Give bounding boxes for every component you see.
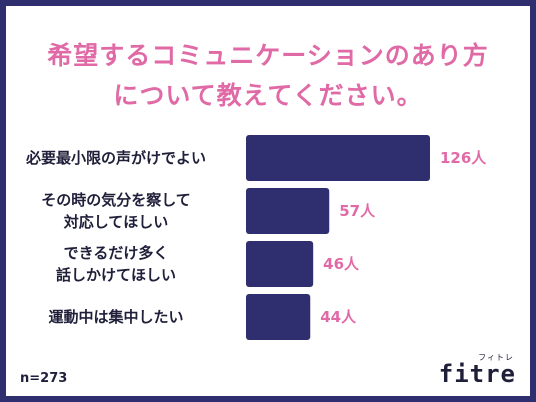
category-label-2-line-2: 対応してほしい: [63, 213, 169, 231]
chart-title-line-1: 希望するコミュニケーションのあり方: [47, 41, 489, 70]
bar-4: [246, 294, 311, 340]
category-label-3-line-1: できるだけ多く: [64, 244, 169, 262]
category-label-4-line-1: 運動中は集中したい: [48, 308, 183, 326]
fitre-logo: フィトレ fitre: [438, 353, 520, 388]
value-label-3: 46人: [323, 255, 360, 273]
logo-katakana: フィトレ: [478, 353, 514, 362]
category-label-2-line-1: その時の気分を察して: [41, 191, 191, 209]
value-label-4: 44人: [320, 308, 357, 326]
category-label-3-line-2: 話しかけてほしい: [56, 266, 176, 284]
category-label-1-line-1: 必要最小限の声がけでよい: [25, 149, 206, 167]
bar-3: [246, 241, 314, 287]
value-label-2: 57人: [339, 202, 376, 220]
logo-wordmark: fitre: [438, 360, 516, 388]
bar-2: [246, 188, 330, 234]
bar-1: [246, 135, 430, 181]
chart-title-line-2: について教えてください。: [113, 81, 423, 110]
chart-title: 希望するコミュニケーションのあり方 について教えてください。: [6, 36, 530, 116]
chart-card: 希望するコミュニケーションのあり方 について教えてください。 126人 必要最小限…: [6, 6, 530, 396]
value-label-1: 126人: [440, 149, 487, 167]
sample-size-note: n=273: [20, 371, 68, 386]
